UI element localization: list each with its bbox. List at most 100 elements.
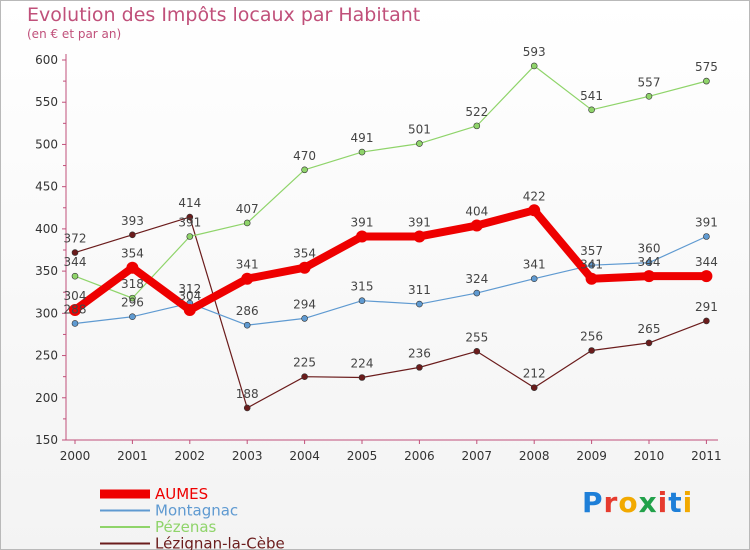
series-line-aumes bbox=[72, 206, 707, 314]
x-tick-label: 2007 bbox=[462, 449, 493, 463]
data-label-aumes: 341 bbox=[236, 258, 259, 272]
x-tick-label: 2006 bbox=[404, 449, 435, 463]
data-label-pezenas: 541 bbox=[580, 89, 603, 103]
data-label-lezignan-la-cebe: 188 bbox=[236, 387, 259, 401]
data-point-pezenas bbox=[243, 219, 251, 227]
data-point-aumes bbox=[643, 270, 655, 283]
data-point-montagnac bbox=[301, 315, 308, 322]
logo-letter: P bbox=[582, 486, 604, 519]
x-tick-label: 2003 bbox=[232, 449, 263, 463]
data-label-pezenas: 407 bbox=[236, 202, 259, 216]
data-label-lezignan-la-cebe: 212 bbox=[523, 367, 546, 381]
data-label-lezignan-la-cebe: 291 bbox=[695, 300, 718, 314]
data-label-montagnac: 357 bbox=[580, 244, 603, 258]
legend-label-montagnac: Montagnac bbox=[155, 502, 238, 520]
proxiti-logo: Proxiti bbox=[582, 486, 693, 519]
data-label-pezenas: 522 bbox=[465, 105, 488, 119]
x-tick-label: 2011 bbox=[691, 449, 722, 463]
y-tick-label: 550 bbox=[35, 95, 58, 109]
data-label-pezenas: 575 bbox=[695, 60, 718, 74]
data-point-aumes bbox=[298, 261, 311, 274]
y-tick-label: 300 bbox=[35, 306, 58, 320]
data-point-pezenas bbox=[301, 166, 308, 174]
logo-letter: r bbox=[603, 486, 619, 519]
y-tick-label: 350 bbox=[35, 264, 58, 278]
x-tick-label: 2009 bbox=[576, 449, 607, 463]
data-label-aumes: 344 bbox=[638, 255, 661, 269]
data-point-aumes bbox=[356, 230, 368, 243]
chart-subtitle: (en € et par an) bbox=[27, 27, 122, 41]
x-tick-label: 2010 bbox=[634, 449, 665, 463]
data-point-montagnac bbox=[645, 259, 653, 266]
data-point-aumes bbox=[470, 219, 483, 232]
legend-label-aumes: AUMES bbox=[155, 485, 208, 503]
data-point-montagnac bbox=[243, 321, 251, 329]
data-point-pezenas bbox=[186, 233, 194, 240]
data-point-montagnac bbox=[530, 275, 538, 283]
data-point-montagnac bbox=[703, 233, 710, 240]
data-point-aumes bbox=[585, 272, 598, 285]
data-point-pezenas bbox=[703, 77, 710, 85]
data-point-lezignan-la-cebe bbox=[588, 347, 595, 354]
logo-letter: t bbox=[668, 486, 683, 519]
data-label-aumes: 304 bbox=[64, 289, 87, 303]
data-label-aumes: 354 bbox=[293, 247, 316, 261]
data-label-pezenas: 344 bbox=[64, 255, 87, 269]
data-label-pezenas: 557 bbox=[638, 75, 661, 89]
data-label-lezignan-la-cebe: 224 bbox=[351, 357, 374, 371]
data-point-pezenas bbox=[473, 122, 481, 130]
data-point-lezignan-la-cebe bbox=[243, 404, 251, 412]
x-tick-label: 2008 bbox=[519, 449, 550, 463]
data-point-pezenas bbox=[71, 272, 79, 280]
data-label-pezenas: 391 bbox=[178, 215, 201, 229]
data-label-pezenas: 470 bbox=[293, 149, 316, 163]
data-label-aumes: 422 bbox=[523, 189, 546, 203]
y-tick-label: 450 bbox=[35, 180, 58, 194]
data-point-aumes bbox=[126, 261, 139, 274]
data-point-montagnac bbox=[129, 313, 136, 321]
data-point-montagnac bbox=[473, 289, 481, 297]
data-point-montagnac bbox=[358, 297, 366, 304]
data-label-montagnac: 312 bbox=[178, 282, 201, 296]
data-point-aumes bbox=[241, 272, 254, 285]
data-label-pezenas: 491 bbox=[351, 131, 374, 145]
logo-letter: i bbox=[657, 486, 669, 519]
data-label-montagnac: 324 bbox=[465, 272, 488, 286]
legend-label-pezenas: Pézenas bbox=[155, 518, 217, 536]
data-point-montagnac bbox=[588, 261, 595, 269]
data-label-montagnac: 294 bbox=[293, 297, 316, 311]
data-point-pezenas bbox=[645, 93, 653, 100]
data-point-lezignan-la-cebe bbox=[358, 374, 366, 381]
data-point-lezignan-la-cebe bbox=[71, 249, 79, 256]
data-label-aumes: 304 bbox=[178, 289, 201, 303]
data-label-lezignan-la-cebe: 372 bbox=[64, 232, 87, 246]
chart-title: Evolution des Impôts locaux par Habitant bbox=[27, 4, 421, 26]
data-point-lezignan-la-cebe bbox=[530, 384, 538, 391]
y-tick-label: 500 bbox=[35, 137, 58, 151]
data-label-pezenas: 593 bbox=[523, 45, 546, 59]
logo-letter: o bbox=[618, 486, 639, 519]
data-label-montagnac: 286 bbox=[236, 304, 259, 318]
data-label-aumes: 344 bbox=[695, 255, 718, 269]
x-tick-label: 2002 bbox=[175, 449, 206, 463]
data-label-aumes: 341 bbox=[580, 258, 603, 272]
data-point-aumes bbox=[700, 270, 713, 283]
data-point-pezenas bbox=[129, 294, 136, 302]
data-label-aumes: 404 bbox=[465, 205, 488, 219]
logo-letter: i bbox=[682, 486, 694, 519]
x-tick-label: 2000 bbox=[60, 449, 91, 463]
data-point-lezignan-la-cebe bbox=[703, 317, 710, 325]
data-point-lezignan-la-cebe bbox=[129, 231, 136, 239]
data-label-aumes: 391 bbox=[408, 215, 431, 229]
series-line-lezignan-la-cebe bbox=[74, 216, 707, 409]
data-label-lezignan-la-cebe: 414 bbox=[178, 196, 201, 210]
data-point-aumes bbox=[69, 303, 81, 316]
y-tick-label: 250 bbox=[35, 349, 58, 363]
data-point-pezenas bbox=[530, 62, 538, 70]
data-label-montagnac: 288 bbox=[64, 302, 87, 316]
data-point-pezenas bbox=[588, 106, 595, 114]
data-point-pezenas bbox=[358, 148, 366, 156]
data-label-montagnac: 296 bbox=[121, 296, 144, 310]
data-point-aumes bbox=[413, 230, 426, 243]
